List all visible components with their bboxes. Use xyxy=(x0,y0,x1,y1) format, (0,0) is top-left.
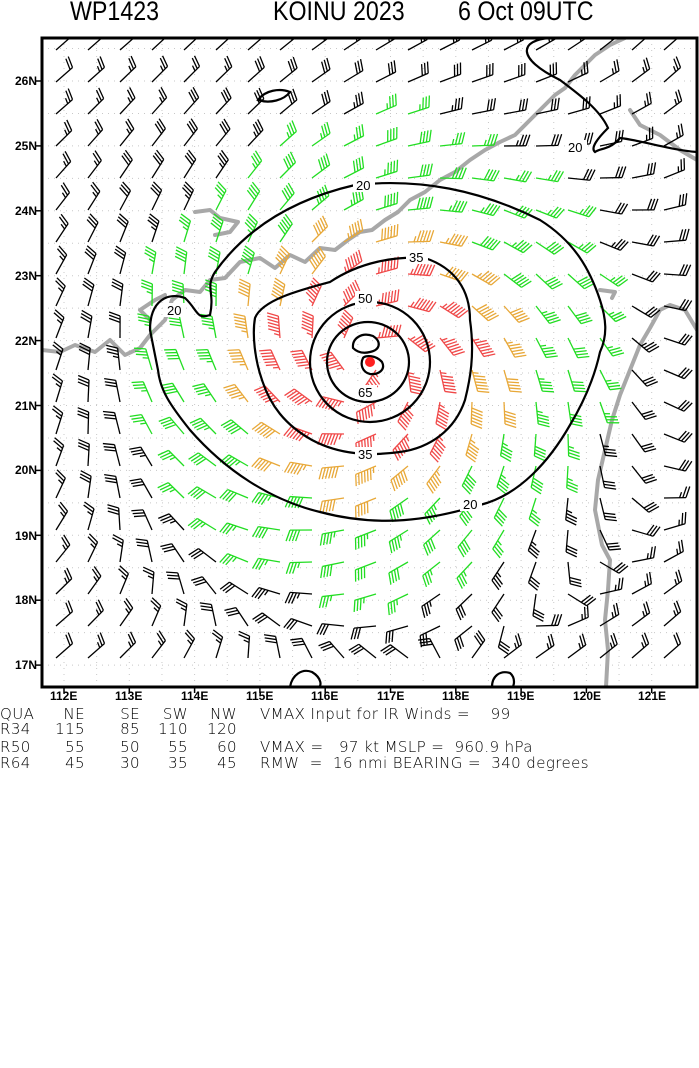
radii-value: 50 xyxy=(120,740,140,755)
vmax-mslp-line: VMAX = 97 kt MSLP = 960.9 hPa xyxy=(260,740,533,755)
contour-label-20: 20 xyxy=(568,140,582,155)
lon-label: 116E xyxy=(311,689,338,700)
lon-label: 112E xyxy=(50,689,77,700)
vmax-input-line: VMAX Input for IR Winds = 99 xyxy=(260,707,511,722)
radii-value: 45 xyxy=(217,756,237,771)
radii-row-label: R50 xyxy=(0,740,31,755)
radii-value: 55 xyxy=(168,740,188,755)
lat-label: 19N xyxy=(15,529,37,543)
lat-label: 17N xyxy=(15,658,37,672)
lat-label: 20N xyxy=(15,463,37,477)
radii-row-label: R34 xyxy=(0,722,31,737)
radii-value: 45 xyxy=(65,756,85,771)
lat-label: 22N xyxy=(15,334,37,348)
contour-label-35: 35 xyxy=(409,250,423,265)
storm-center-marker xyxy=(365,357,375,367)
rmw-bearing-line: RMW = 16 nmi BEARING = 340 degrees xyxy=(260,756,589,771)
radii-value: 115 xyxy=(55,722,85,737)
radii-value: 60 xyxy=(217,740,237,755)
wind-radii-table: QUA NE SE SW NW R34 115 85 110 120 R50 5… xyxy=(0,707,240,772)
contour-label-65: 65 xyxy=(358,385,372,400)
longitude-labels: 112E 113E 114E 115E 116E 117E 118E 119E … xyxy=(50,689,666,700)
lat-label: 21N xyxy=(15,399,37,413)
lon-label: 115E xyxy=(246,689,273,700)
lon-label: 119E xyxy=(507,689,534,700)
contour-label-20: 20 xyxy=(167,303,181,318)
lon-label: 120E xyxy=(573,689,601,700)
radii-row-label: R64 xyxy=(0,756,31,771)
lon-label: 118E xyxy=(442,689,469,700)
radii-value: 85 xyxy=(120,722,140,737)
contour-label-20: 20 xyxy=(356,178,370,193)
radii-value: 35 xyxy=(168,756,188,771)
latitude-labels: 26N 25N 24N 23N 22N 21N 20N 19N 18N 17N xyxy=(15,74,37,672)
lat-label: 25N xyxy=(15,139,37,153)
contour-label-20: 20 xyxy=(463,497,477,512)
radii-value: 30 xyxy=(120,756,140,771)
lat-label: 18N xyxy=(15,593,37,607)
wind-field-map: 20 20 20 35 35 50 65 20 112E 113E 114E 1… xyxy=(0,0,699,700)
contour-label-35: 35 xyxy=(358,447,372,462)
lon-label: 117E xyxy=(377,689,404,700)
lon-label: 113E xyxy=(115,689,142,700)
lat-label: 24N xyxy=(15,204,37,218)
radii-value: 55 xyxy=(65,740,85,755)
lon-label: 114E xyxy=(181,689,208,700)
lon-label: 121E xyxy=(638,689,666,700)
radii-value: 120 xyxy=(207,722,237,737)
lat-label: 26N xyxy=(15,74,37,88)
radii-value: 110 xyxy=(158,722,188,737)
lat-label: 23N xyxy=(15,269,37,283)
contour-label-50: 50 xyxy=(358,291,372,306)
